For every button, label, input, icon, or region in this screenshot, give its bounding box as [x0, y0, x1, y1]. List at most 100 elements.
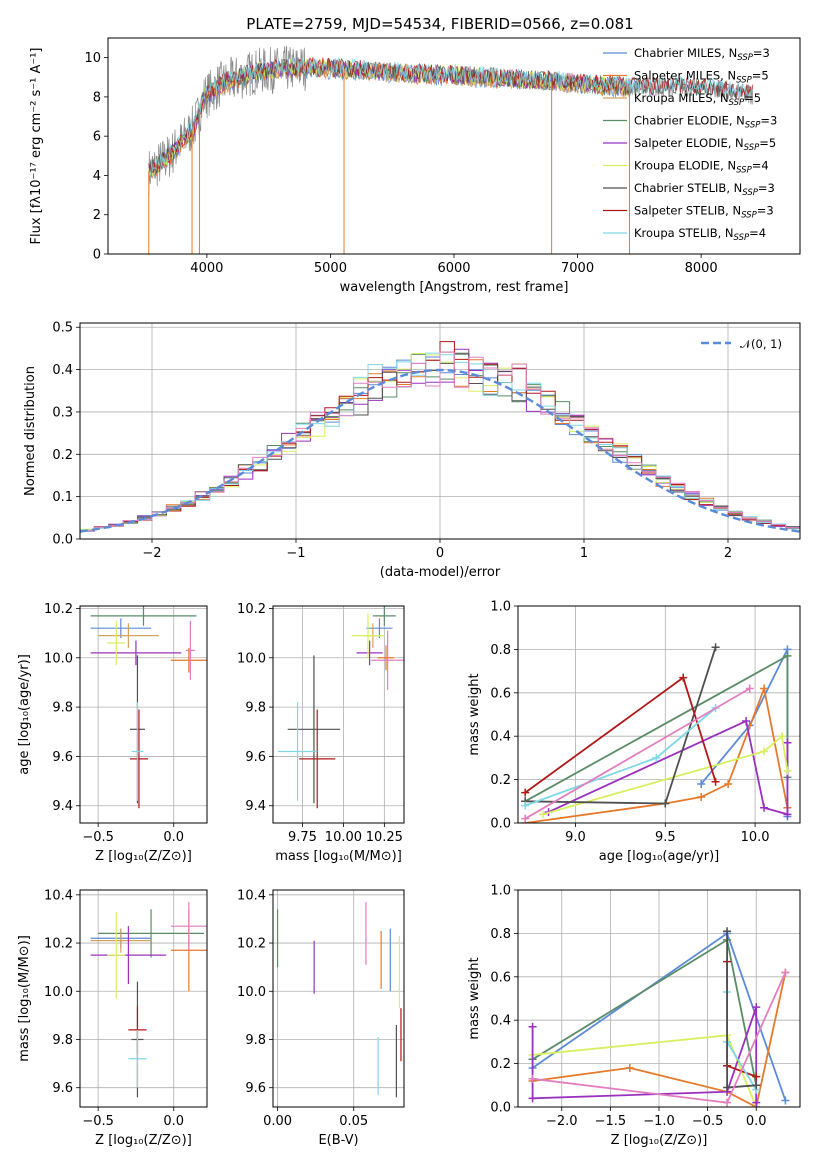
age_vs_Z-axes: −0.5 0.0 9.4 9.6 9.8 10.0 10.2 Z [log₁₀(Z/Z⊙)] a…	[17, 602, 208, 864]
y-tick-label: 10	[84, 51, 101, 66]
x-tick-label: −1.0	[643, 1114, 675, 1129]
y-tick-label: 9.8	[245, 1033, 266, 1048]
panel-frame	[79, 605, 208, 824]
legend-label-part: Salpeter ELODIE, N	[634, 136, 744, 150]
weight-point-marker	[528, 1022, 537, 1031]
weight-point-marker	[661, 799, 670, 808]
y-tick-label: 0.6	[490, 970, 511, 985]
weight-point-marker	[697, 779, 706, 788]
x-axis-label: wavelength [Angstrom, rest frame]	[340, 280, 569, 295]
legend-label: Kroupa ELODIE, NSSP=4	[634, 159, 769, 176]
y-tick-label: 10.2	[237, 602, 266, 617]
legend-label-part: =5	[752, 69, 769, 83]
y-tick-label: 0.4	[490, 730, 511, 745]
y-tick-label: 10.0	[44, 985, 73, 1000]
y-tick-label: 0.8	[490, 643, 511, 658]
y-tick-label: 0.0	[490, 1101, 511, 1116]
legend-label-part: =5	[744, 91, 761, 105]
y-tick-label: 1.0	[490, 600, 511, 615]
mass_vs_ebv-marks	[276, 902, 402, 1098]
y-tick-label: 2	[93, 208, 101, 223]
residual_histogram-marks	[80, 341, 800, 533]
x-tick-label: 0.05	[339, 1114, 368, 1129]
legend-label-part: Kroupa MILES, N	[634, 91, 729, 105]
y-tick-label: 10.0	[44, 651, 73, 666]
legend-label-part: Salpeter MILES, N	[634, 69, 736, 83]
age_vs_Z-marks	[90, 606, 207, 809]
y-tick-label: 10.0	[237, 651, 266, 666]
legend-label-part: Salpeter STELIB, N	[634, 204, 741, 218]
normal-reference-curve	[80, 368, 800, 533]
y-tick-label: 0.2	[52, 448, 73, 463]
y-tick-label: 9.4	[52, 799, 73, 814]
y-axis-label: Normed distribution	[23, 366, 38, 496]
weight-point-marker	[752, 1003, 761, 1012]
x-tick-label: 0.0	[163, 830, 184, 845]
legend-label: Kroupa MILES, NSSP=5	[634, 91, 761, 108]
legend-label: Kroupa STELIB, NSSP=4	[634, 226, 766, 243]
weight-point-marker	[742, 717, 751, 726]
y-tick-label: 8	[93, 90, 101, 105]
weight-point-marker	[760, 684, 769, 693]
mass_weight_vs_Z-marks	[528, 927, 790, 1107]
y-tick-label: 10.4	[44, 888, 73, 903]
y-axis-label: mass weight	[467, 673, 482, 755]
x-tick-label: 0.00	[263, 1114, 292, 1129]
legend-label: Salpeter MILES, NSSP=5	[634, 69, 769, 86]
residual_histogram-panel: −2 −1 0 1 2 0.0 0.1 0.2 0.3 0.4 0.5 (data-model)/er…	[23, 321, 801, 580]
x-axis-label: Z [log₁₀(Z/Z⊙)]	[95, 1133, 192, 1148]
age_vs_mass-panel: 9.75 10.00 10.25 9.4 9.6 9.8 10.0 10.2 mass [log…	[237, 602, 405, 864]
age_vs_mass-marks	[277, 606, 404, 809]
weight-point-marker	[783, 738, 792, 747]
x-tick-label: 8000	[685, 261, 718, 276]
mass_weight_vs_age-axes: 9.0 9.5 10.0 0.0 0.2 0.4 0.6 0.8 1.0 age [log₁₀(a…	[467, 600, 801, 864]
x-axis-label: E(B-V)	[318, 1133, 358, 1148]
weight-point-marker	[745, 684, 754, 693]
legend-label: 𝒩(0, 1)	[740, 337, 782, 351]
legend-label-sub: SSP	[729, 98, 745, 108]
mass_vs_Z-marks	[90, 902, 207, 1098]
y-tick-label: 0.5	[52, 321, 73, 336]
weight-point-marker	[521, 801, 530, 810]
weight-point-marker	[528, 1074, 537, 1083]
legend-label-part: =4	[752, 159, 769, 173]
panel-frame	[272, 889, 405, 1108]
weight-point-marker	[752, 1081, 761, 1090]
legend-label: Chabrier MILES, NSSP=3	[634, 46, 770, 63]
x-axis-label: mass [log₁₀(M/M⊙)]	[275, 849, 402, 864]
y-tick-label: 9.6	[52, 1081, 73, 1096]
weight-series-line	[531, 1006, 758, 1103]
weight-series-line	[525, 685, 789, 823]
x-tick-label: 6000	[437, 261, 470, 276]
legend-label-sub: SSP	[742, 188, 758, 198]
weight-point-marker	[521, 788, 530, 797]
x-tick-label: 4000	[190, 261, 223, 276]
residual_histogram-axes: −2 −1 0 1 2 0.0 0.1 0.2 0.3 0.4 0.5 (data-model)/er…	[23, 321, 801, 580]
figure-title: PLATE=2759, MJD=54534, FIBERID=0566, z=0…	[246, 15, 633, 33]
weight-point-marker	[679, 673, 688, 682]
weight-point-marker	[723, 1098, 732, 1107]
x-tick-label: −1	[286, 546, 305, 561]
spectrum-model-line	[148, 61, 630, 181]
weight-point-marker	[781, 968, 790, 977]
y-tick-label: 0.8	[490, 927, 511, 942]
y-tick-label: 10.4	[237, 888, 266, 903]
x-tick-label: −2	[142, 546, 161, 561]
x-axis-label: age [log₁₀(age/yr)]	[599, 849, 720, 864]
y-tick-label: 9.8	[52, 701, 73, 716]
y-tick-label: 0.1	[52, 490, 73, 505]
weight-point-marker	[752, 1072, 761, 1081]
legend-label-part: =4	[749, 226, 766, 240]
x-tick-label: −0.5	[82, 1114, 114, 1129]
legend-label-sub: SSP	[741, 211, 757, 221]
y-tick-label: 0.6	[490, 686, 511, 701]
x-tick-label: 10.00	[325, 830, 362, 845]
y-tick-label: 0.0	[52, 533, 73, 548]
mass_weight_vs_age-panel: 9.0 9.5 10.0 0.0 0.2 0.4 0.6 0.8 1.0 age [log₁₀(a…	[467, 600, 801, 864]
x-tick-label: 0.0	[163, 1114, 184, 1129]
spectrum-marks	[148, 45, 754, 254]
legend-label-part: Kroupa STELIB, N	[634, 226, 734, 240]
mass_vs_ebv-axes: 0.00 0.05 9.6 9.8 10.0 10.2 10.4 E(B-V)	[237, 888, 405, 1148]
